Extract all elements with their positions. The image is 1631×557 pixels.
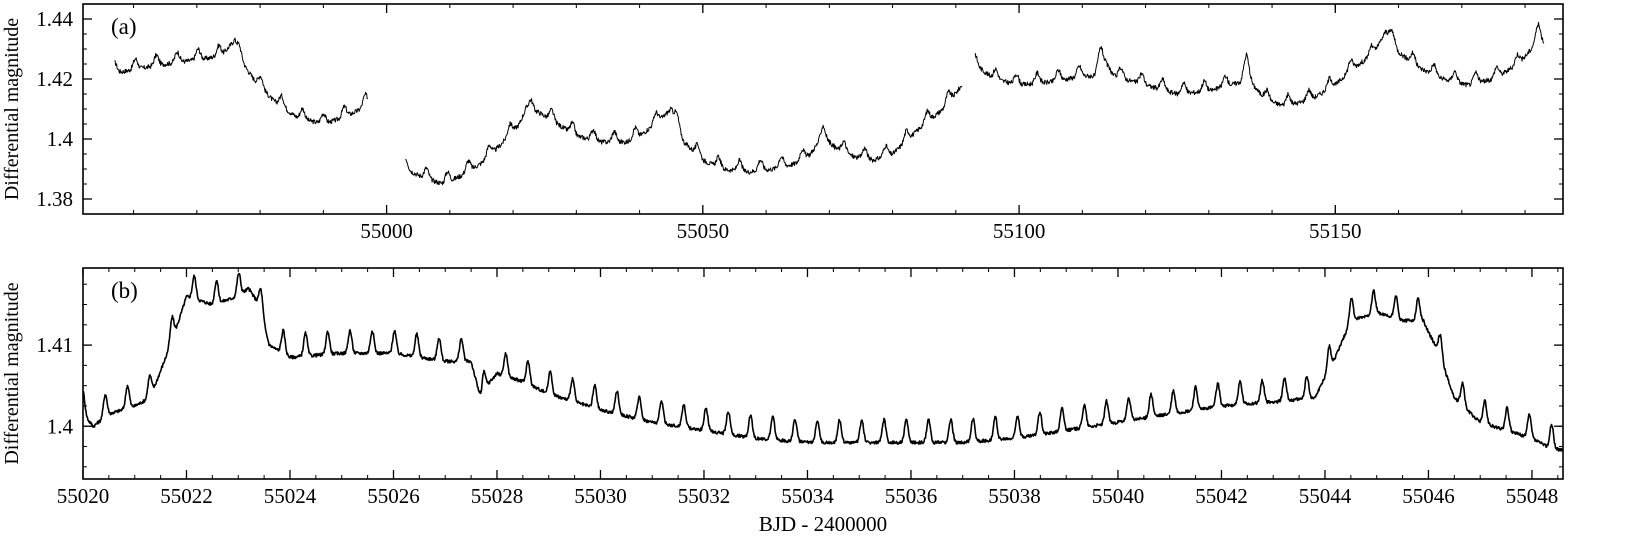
- x-tick-label: 55026: [367, 484, 420, 508]
- x-tick-label: 55150: [1309, 219, 1362, 243]
- light-curve-series-1-segment-2: [405, 85, 963, 186]
- light-curve-series-1-segment-3: [974, 21, 1545, 107]
- y-axis-label: Differential magnitude: [1, 282, 23, 464]
- x-tick-label: 55036: [885, 484, 938, 508]
- x-tick-label: 55044: [1299, 484, 1352, 508]
- x-tick-label: 55040: [1092, 484, 1145, 508]
- x-tick-label: 55048: [1506, 484, 1559, 508]
- y-tick-label: 1.42: [36, 67, 73, 91]
- x-tick-label: 55000: [360, 219, 413, 243]
- y-tick-label: 1.41: [36, 333, 73, 357]
- plot-frame: [82, 3, 1564, 215]
- x-tick-label: 55020: [57, 484, 110, 508]
- x-tick-label: 55050: [677, 219, 730, 243]
- panel-label: (a): [111, 14, 137, 39]
- y-tick-label: 1.4: [47, 127, 74, 151]
- x-tick-label: 55032: [678, 484, 731, 508]
- y-tick-label: 1.4: [47, 414, 74, 438]
- x-tick-label: 55042: [1195, 484, 1248, 508]
- light-curve-series-1-segment-1: [82, 272, 1564, 452]
- light-curve-series-1-segment-1: [114, 37, 369, 125]
- x-tick-label: 55030: [574, 484, 627, 508]
- x-tick-label: 55028: [471, 484, 524, 508]
- y-tick-label: 1.44: [36, 7, 73, 31]
- x-tick-label: 55046: [1402, 484, 1455, 508]
- x-tick-label: 55022: [160, 484, 213, 508]
- y-tick-label: 1.38: [36, 187, 73, 211]
- panel-b: 55020 55022 55024 55026 55028 55030 55032 55034…: [1, 267, 1564, 536]
- y-axis-label: Differential magnitude: [1, 18, 23, 200]
- panel-label: (b): [111, 278, 138, 303]
- x-tick-label: 55038: [988, 484, 1041, 508]
- panel-a: 55000 55050 55100 55150 1.38 1.4 1.42 1.44 (a) Di…: [1, 3, 1564, 243]
- plot-frame: [82, 267, 1564, 480]
- x-tick-label: 55024: [264, 484, 317, 508]
- x-axis-label: BJD - 2400000: [759, 512, 887, 536]
- x-tick-label: 55100: [993, 219, 1046, 243]
- x-tick-label: 55034: [781, 484, 834, 508]
